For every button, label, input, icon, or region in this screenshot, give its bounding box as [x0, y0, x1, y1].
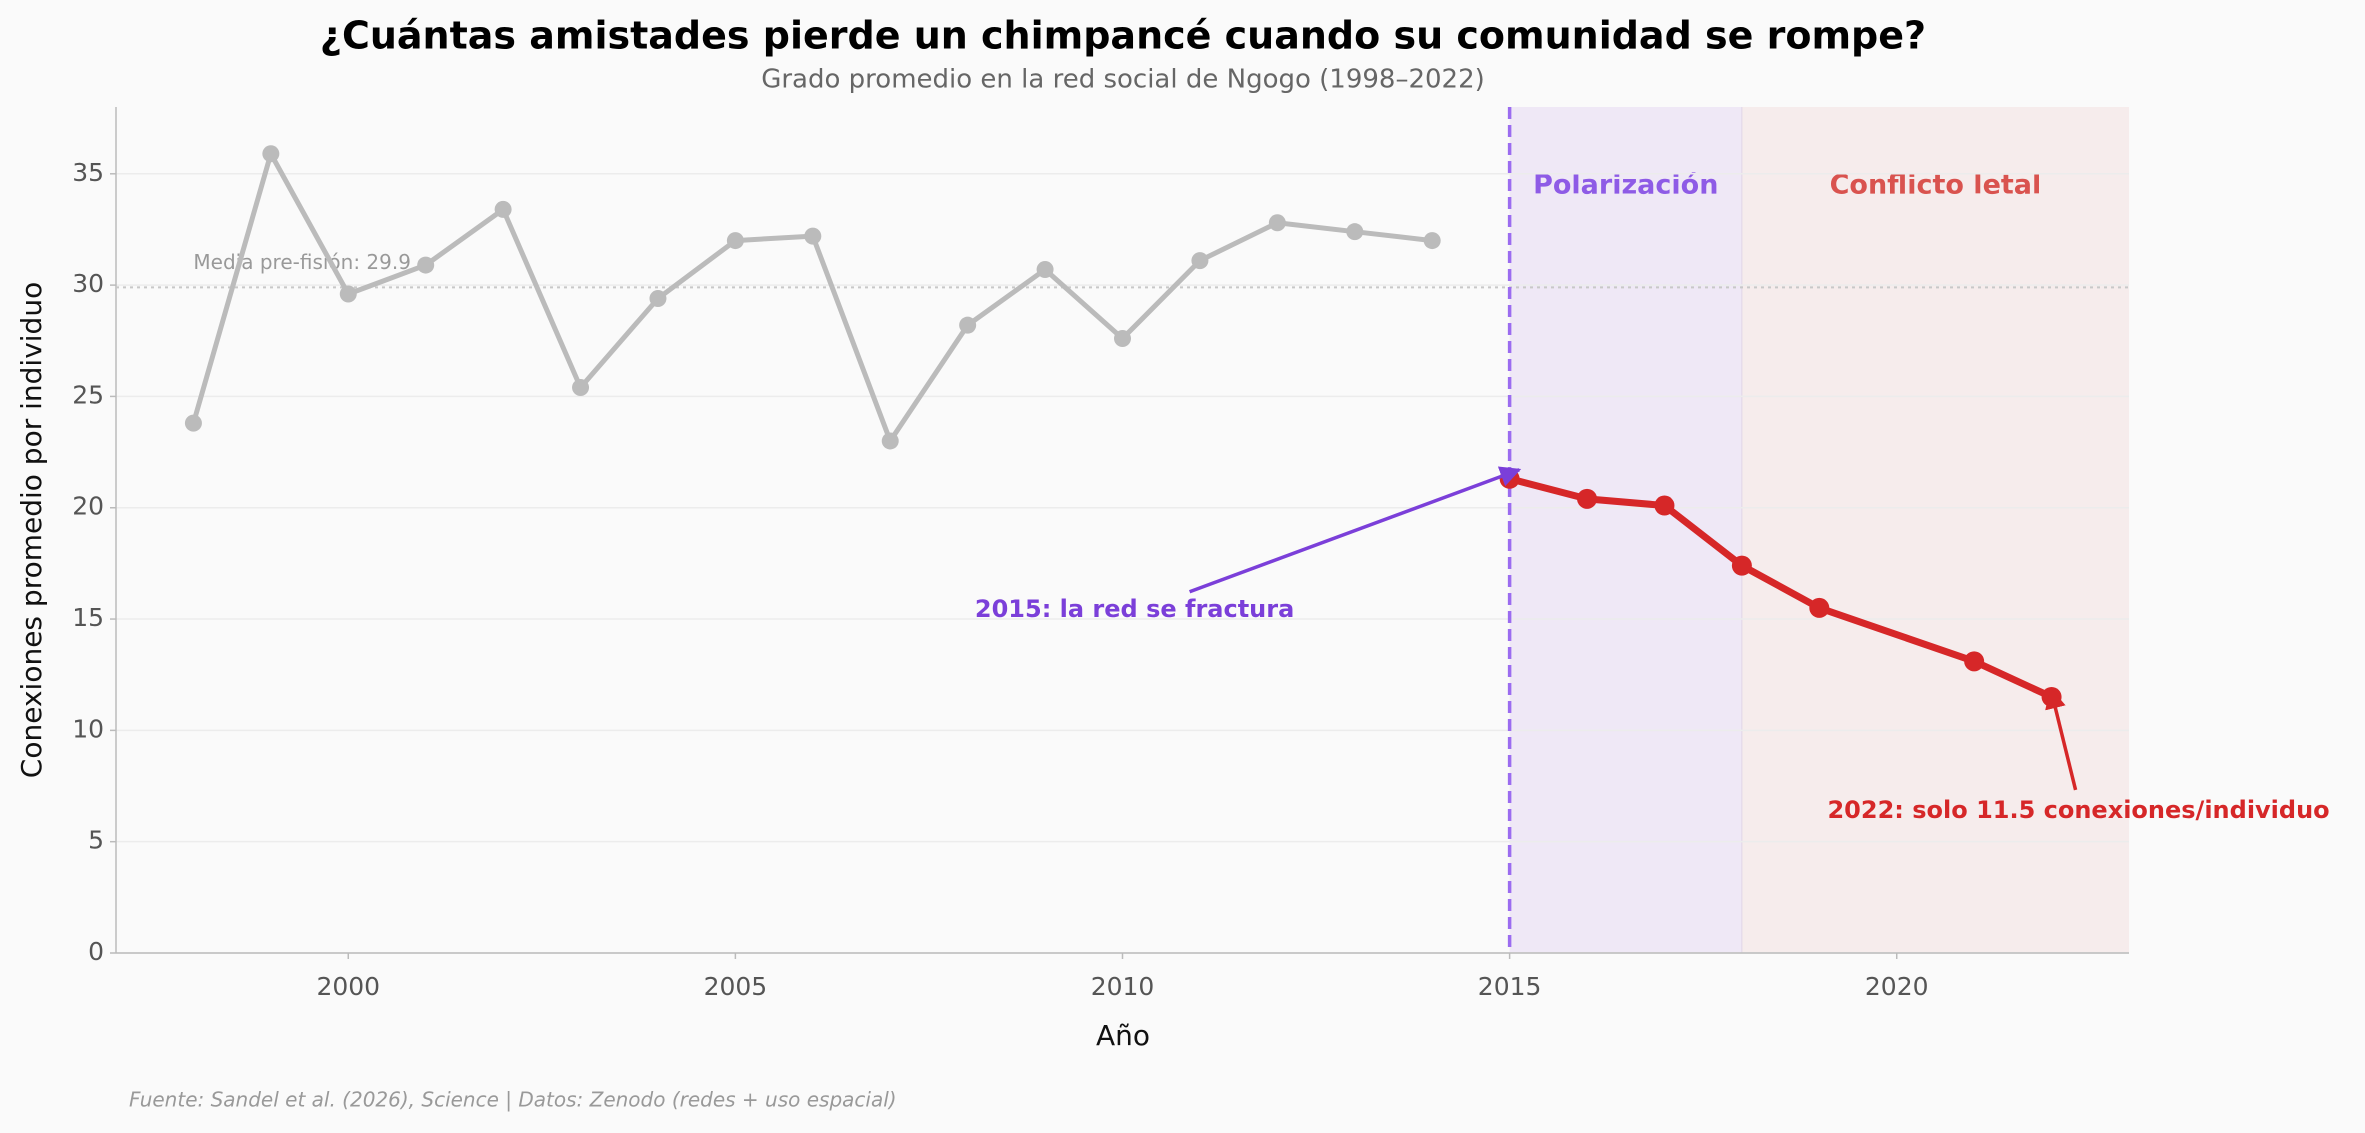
region-label: Polarización [1533, 170, 1718, 201]
x-tick-label: 2000 [316, 972, 380, 1001]
data-point [1191, 252, 1209, 270]
x-tick-label: 2015 [1478, 972, 1542, 1001]
data-point [417, 256, 435, 274]
annotation-arrow [2045, 687, 2078, 791]
x-tick-label: 2010 [1091, 972, 1155, 1001]
data-point [959, 316, 977, 334]
data-point [1654, 495, 1675, 516]
mean-line-label: Media pre-fisión: 29.9 [193, 250, 411, 274]
data-point [1809, 597, 1830, 618]
data-point [494, 200, 512, 218]
data-point [1731, 555, 1752, 576]
chart-title: ¿Cuántas amistades pierde un chimpancé c… [320, 14, 1926, 58]
data-point [572, 379, 590, 397]
footer: Fuente: Sandel et al. (2026), Science | … [129, 1088, 897, 1112]
data-point [184, 414, 202, 432]
data-point [1114, 330, 1131, 348]
chart-subtitle: Grado promedio en la red social de Ngogo… [761, 65, 1485, 95]
region-shade [1509, 107, 1742, 953]
region-shade [1741, 107, 2129, 953]
x-tick-label: 2020 [1865, 972, 1929, 1001]
data-point [1964, 651, 1985, 672]
y-tick-label: 35 [72, 158, 104, 187]
data-point [804, 227, 822, 245]
data-point [1268, 214, 1286, 232]
y-axis-label: Conexiones promedio por individuo [15, 282, 48, 778]
y-tick-label: 10 [72, 714, 104, 743]
data-point [262, 145, 280, 163]
y-tick-label: 20 [72, 492, 104, 521]
y-tick-label: 15 [72, 603, 104, 632]
y-tick-label: 30 [72, 269, 104, 298]
data-point [339, 285, 357, 303]
data-point [1036, 261, 1054, 279]
x-tick-label: 2005 [704, 972, 768, 1001]
annotation-arrow [1189, 466, 1522, 594]
data-point [881, 432, 899, 450]
data-point [1346, 223, 1364, 241]
data-point [649, 289, 667, 307]
y-tick-label: 0 [88, 937, 104, 966]
data-point [1423, 232, 1441, 250]
data-point [1577, 488, 1598, 509]
annotation-text: 2022: solo 11.5 conexiones/individuo [1827, 796, 2329, 824]
y-tick-label: 25 [72, 380, 104, 409]
annotation-text: 2015: la red se fractura [975, 595, 1294, 623]
region-label: Conflicto letal [1830, 170, 2042, 201]
x-axis-label: Año [1096, 1019, 1150, 1052]
y-tick-label: 5 [88, 826, 104, 855]
data-point [726, 232, 744, 250]
